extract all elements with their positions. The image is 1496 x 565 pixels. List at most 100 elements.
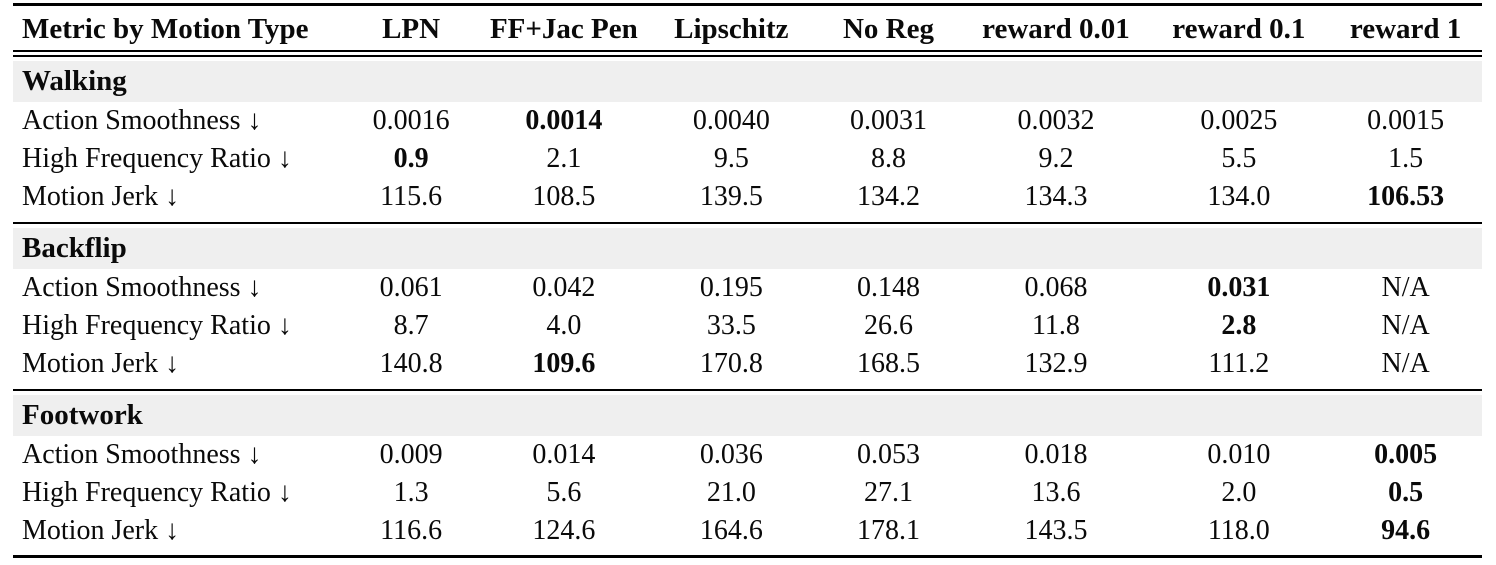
metric-value: 0.9 xyxy=(393,143,429,174)
table-row: Action Smoothness ↓ 0.009 0.014 0.036 0.053 0… xyxy=(13,436,1482,474)
metric-value: 8.7 xyxy=(393,310,429,341)
header-row: Metric by Motion Type LPN FF+Jac Pen Lipsch… xyxy=(13,6,1482,57)
metric-label: Motion Jerk ↓ xyxy=(22,515,180,546)
column-header: FF+Jac Pen xyxy=(478,6,650,57)
metric-value: 124.6 xyxy=(532,515,596,546)
metric-value: 139.5 xyxy=(649,178,814,224)
metric-value: 2.0 xyxy=(1221,477,1257,508)
column-header: Lipschitz xyxy=(649,6,814,57)
metric-value: 0.061 xyxy=(379,272,443,303)
table-row: High Frequency Ratio ↓ 8.7 4.0 33.5 26.6 11.8… xyxy=(13,307,1482,345)
metric-value: 27.1 xyxy=(863,477,913,508)
metric-value: 109.6 xyxy=(478,345,650,391)
metric-label: High Frequency Ratio ↓ xyxy=(22,143,292,174)
section-title: Backflip xyxy=(13,224,1482,269)
column-header: reward 0.01 xyxy=(963,6,1149,57)
metric-label: Action Smoothness ↓ xyxy=(22,105,262,136)
metric-value: 0.014 xyxy=(532,439,596,470)
section-title: Walking xyxy=(13,57,1482,102)
metric-value: 111.2 xyxy=(1148,345,1330,391)
metric-value: 13.6 xyxy=(1031,477,1081,508)
metric-value: 0.148 xyxy=(856,272,920,303)
table-header: Metric by Motion Type LPN FF+Jac Pen Lipsch… xyxy=(13,6,1482,57)
metric-label: Action Smoothness ↓ xyxy=(22,439,262,470)
metric-value: 0.031 xyxy=(1207,272,1271,303)
metric-value: 132.9 xyxy=(963,345,1149,391)
metric-value: 33.5 xyxy=(706,310,756,341)
metric-value: 4.0 xyxy=(546,310,582,341)
metric-label: High Frequency Ratio ↓ xyxy=(22,310,292,341)
column-header: reward 0.1 xyxy=(1148,6,1330,57)
metrics-table: Metric by Motion Type LPN FF+Jac Pen Lipsch… xyxy=(13,3,1482,558)
metric-value: 0.0032 xyxy=(1017,105,1095,136)
section-header-row: Walking xyxy=(13,57,1482,102)
metric-value: 0.036 xyxy=(699,439,763,470)
column-header-metric: Metric by Motion Type xyxy=(13,6,344,57)
metric-value: 0.195 xyxy=(699,272,763,303)
metric-value: 0.068 xyxy=(1024,272,1088,303)
metric-value: 0.0031 xyxy=(849,105,927,136)
metric-value: 0.0025 xyxy=(1200,105,1278,136)
metric-value: 0.018 xyxy=(1024,439,1088,470)
metric-value: 108.5 xyxy=(478,178,650,224)
metric-value: 134.2 xyxy=(813,178,964,224)
metric-value: 0.5 xyxy=(1388,477,1424,508)
metric-value: 140.8 xyxy=(343,345,479,391)
metric-value: 168.5 xyxy=(813,345,964,391)
section-header-row: Footwork xyxy=(13,391,1482,436)
metric-value: 0.010 xyxy=(1207,439,1271,470)
metric-value: 178.1 xyxy=(856,515,920,546)
metric-value: 2.1 xyxy=(546,143,582,174)
metric-value: 94.6 xyxy=(1381,515,1431,546)
metric-value: 143.5 xyxy=(1024,515,1088,546)
column-header: No Reg xyxy=(813,6,964,57)
metric-value: 118.0 xyxy=(1207,515,1270,546)
metric-value: 11.8 xyxy=(1031,310,1080,341)
section-header-row: Backflip xyxy=(13,224,1482,269)
metric-label: High Frequency Ratio ↓ xyxy=(22,477,292,508)
section-title: Footwork xyxy=(13,391,1482,436)
metric-value: N/A xyxy=(1329,345,1482,391)
metric-value: 170.8 xyxy=(649,345,814,391)
metric-value: 0.0040 xyxy=(692,105,770,136)
metric-value: 0.042 xyxy=(532,272,596,303)
metric-value: 0.0016 xyxy=(372,105,450,136)
table-body: Walking Action Smoothness ↓ 0.0016 0.0014 0.… xyxy=(13,57,1482,555)
metric-value: 8.8 xyxy=(870,143,906,174)
table-row: Motion Jerk ↓ 115.6 108.5 139.5 134.2 134.3 13… xyxy=(13,178,1482,224)
metric-value: N/A xyxy=(1381,310,1430,341)
table-row: Action Smoothness ↓ 0.061 0.042 0.195 0.148 0… xyxy=(13,269,1482,307)
metric-value: 164.6 xyxy=(699,515,763,546)
metric-value: 1.3 xyxy=(393,477,429,508)
metric-value: N/A xyxy=(1381,272,1430,303)
metric-value: 0.005 xyxy=(1374,439,1438,470)
metric-value: 0.053 xyxy=(856,439,920,470)
metric-value: 26.6 xyxy=(863,310,913,341)
metric-value: 9.5 xyxy=(713,143,749,174)
table-row: Motion Jerk ↓ 116.6 124.6 164.6 178.1 143.5 11… xyxy=(13,512,1482,555)
metric-value: 116.6 xyxy=(380,515,443,546)
metric-label: Action Smoothness ↓ xyxy=(22,272,262,303)
table-row: Action Smoothness ↓ 0.0016 0.0014 0.0040 0.0… xyxy=(13,102,1482,140)
table-row: Motion Jerk ↓ 140.8 109.6 170.8 168.5 132.9 11… xyxy=(13,345,1482,391)
metric-value: 0.0014 xyxy=(525,105,603,136)
metric-value: 1.5 xyxy=(1388,143,1424,174)
metric-value: 5.5 xyxy=(1221,143,1257,174)
metric-value: 0.009 xyxy=(379,439,443,470)
metric-value: 0.0015 xyxy=(1367,105,1445,136)
metric-value: 5.6 xyxy=(546,477,582,508)
metric-label: Motion Jerk ↓ xyxy=(13,178,344,224)
metric-value: 115.6 xyxy=(343,178,479,224)
column-header: reward 1 xyxy=(1329,6,1482,57)
metric-value: 134.3 xyxy=(963,178,1149,224)
column-header: LPN xyxy=(343,6,479,57)
table-row: High Frequency Ratio ↓ 0.9 2.1 9.5 8.8 9.2 5.5… xyxy=(13,140,1482,178)
metric-value: 2.8 xyxy=(1221,310,1257,341)
metric-value: 9.2 xyxy=(1038,143,1074,174)
table-row: High Frequency Ratio ↓ 1.3 5.6 21.0 27.1 13.6… xyxy=(13,474,1482,512)
metric-value: 21.0 xyxy=(706,477,756,508)
metric-label: Motion Jerk ↓ xyxy=(13,345,344,391)
metric-value: 106.53 xyxy=(1329,178,1482,224)
metric-value: 134.0 xyxy=(1148,178,1330,224)
